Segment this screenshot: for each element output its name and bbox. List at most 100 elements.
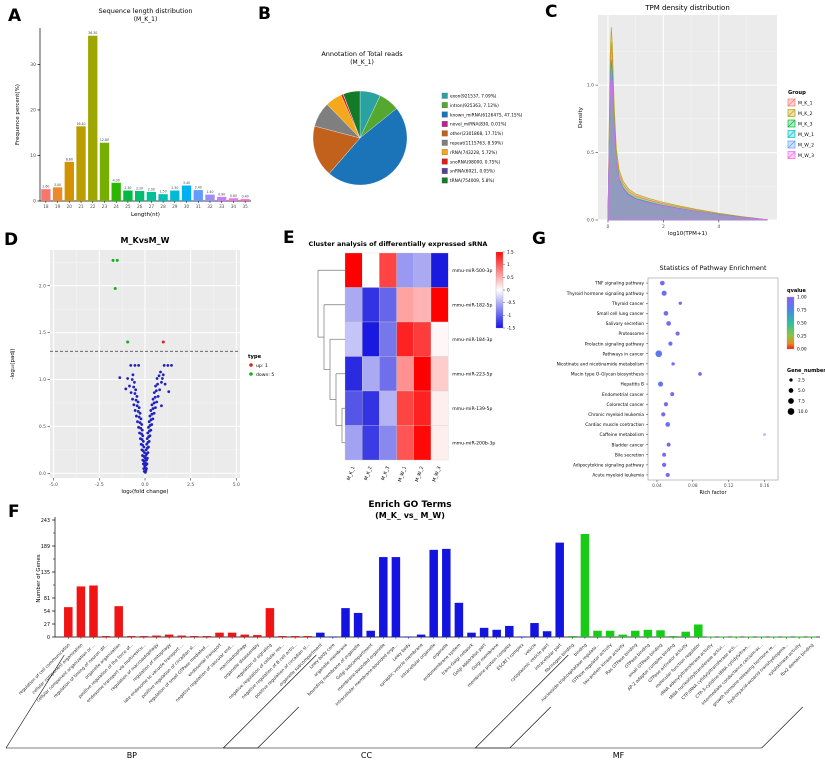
svg-text:10: 10 — [30, 153, 36, 159]
svg-text:Group: Group — [788, 90, 806, 96]
svg-text:32: 32 — [207, 204, 213, 209]
svg-text:0.12: 0.12 — [724, 483, 734, 489]
svg-text:repeat(1115763, 8.59%): repeat(1115763, 8.59%) — [450, 141, 503, 147]
svg-text:2.20: 2.20 — [136, 186, 143, 190]
svg-text:2.30: 2.30 — [171, 186, 178, 190]
svg-text:Thyroid cancer: Thyroid cancer — [611, 301, 644, 307]
svg-text:Bladder cancer: Bladder cancer — [612, 442, 645, 448]
svg-text:Gene_number: Gene_number — [787, 368, 825, 374]
svg-text:Mucin type O-Glycan biosynthes: Mucin type O-Glycan biosynthesis — [571, 372, 645, 378]
panel-label-e: E — [283, 228, 295, 248]
svg-text:0.5: 0.5 — [587, 150, 594, 156]
svg-text:Colorectal cancer: Colorectal cancer — [607, 402, 645, 408]
svg-text:1.40: 1.40 — [206, 190, 213, 194]
svg-text:0.08: 0.08 — [688, 483, 698, 489]
svg-text:Frequence percent(%): Frequence percent(%) — [15, 84, 21, 145]
svg-text:snRNA(6921, 0.05%): snRNA(6921, 0.05%) — [450, 169, 495, 175]
svg-text:81: 81 — [44, 596, 50, 602]
svg-text:30: 30 — [30, 62, 36, 68]
svg-text:novel_miRNA(830, 0.01%): novel_miRNA(830, 0.01%) — [450, 122, 507, 128]
svg-text:27: 27 — [44, 622, 50, 628]
svg-text:0.50: 0.50 — [797, 321, 807, 327]
svg-text:0.5: 0.5 — [507, 275, 514, 280]
svg-text:M_W_2: M_W_2 — [414, 466, 425, 483]
srna-cluster-heatmap: Cluster analysis of differentially expre… — [309, 240, 516, 483]
svg-text:CC: CC — [361, 751, 373, 760]
svg-text:Rich factor: Rich factor — [699, 490, 727, 496]
svg-text:18: 18 — [43, 204, 49, 209]
svg-text:Enrich GO Terms: Enrich GO Terms — [368, 500, 451, 510]
svg-text:3.00: 3.00 — [54, 183, 61, 187]
svg-text:Bile secretion: Bile secretion — [615, 452, 644, 458]
svg-text:23: 23 — [102, 204, 108, 209]
svg-text:31: 31 — [196, 204, 202, 209]
svg-text:1.0: 1.0 — [587, 83, 594, 89]
svg-text:1.5: 1.5 — [507, 250, 514, 255]
svg-text:mmu-miR-200b-3p: mmu-miR-200b-3p — [452, 440, 495, 446]
svg-text:(M_K_1): (M_K_1) — [134, 16, 158, 23]
svg-text:M_W_2: M_W_2 — [798, 143, 814, 149]
svg-text:Number of Genes: Number of Genes — [36, 554, 42, 602]
svg-text:0.04: 0.04 — [652, 483, 662, 489]
svg-text:Chronic myeloid leukemia: Chronic myeloid leukemia — [588, 412, 644, 418]
svg-text:0.0: 0.0 — [141, 482, 148, 488]
svg-text:27: 27 — [149, 204, 155, 209]
svg-text:M_W_1: M_W_1 — [397, 466, 408, 483]
svg-text:Endometrial cancer: Endometrial cancer — [602, 392, 644, 398]
svg-text:0.0: 0.0 — [39, 471, 46, 477]
svg-text:M_K_1: M_K_1 — [798, 101, 813, 107]
svg-text:M_KvsM_W: M_KvsM_W — [121, 236, 170, 245]
svg-text:type: type — [248, 354, 262, 360]
svg-text:mmu-miR-182-5p: mmu-miR-182-5p — [452, 302, 492, 308]
svg-text:3.40: 3.40 — [183, 181, 190, 185]
svg-text:1.0: 1.0 — [39, 377, 46, 383]
svg-text:Nicotinate and nicotinamide me: Nicotinate and nicotinamide metabolism — [557, 361, 644, 367]
svg-text:7.5: 7.5 — [798, 399, 805, 405]
sequence-length-distribution-chart: Sequence length distribution(M_K_1) 0 10 20… — [15, 7, 251, 218]
svg-text:0.00: 0.00 — [797, 347, 807, 353]
svg-text:M_W_3: M_W_3 — [431, 466, 442, 483]
svg-text:intron(925363, 7.12%): intron(925363, 7.12%) — [450, 103, 499, 109]
pathway-enrichment-dotplot: Statistics of Pathway Enrichment TNF sign… — [557, 264, 825, 496]
svg-text:Cluster analysis of differenti: Cluster analysis of differentially expre… — [309, 240, 488, 248]
svg-text:log₂(fold change): log₂(fold change) — [121, 489, 168, 495]
svg-text:0.16: 0.16 — [760, 483, 770, 489]
svg-text:16.40: 16.40 — [76, 122, 85, 126]
svg-text:20: 20 — [67, 204, 73, 209]
svg-text:2.60: 2.60 — [42, 185, 49, 189]
svg-text:tRNA(754009, 5.8%): tRNA(754009, 5.8%) — [450, 178, 495, 184]
svg-text:-5.0: -5.0 — [49, 482, 58, 488]
svg-text:28: 28 — [160, 204, 166, 209]
svg-text:-1.5: -1.5 — [507, 326, 516, 331]
svg-text:Pathways in cancer: Pathways in cancer — [602, 351, 644, 357]
svg-text:2.5: 2.5 — [798, 378, 805, 384]
svg-text:log10(TPM+1): log10(TPM+1) — [668, 231, 707, 237]
svg-text:0.5: 0.5 — [39, 424, 46, 430]
svg-text:54: 54 — [44, 609, 50, 615]
panel-label-d: D — [4, 230, 19, 250]
svg-text:M_K_2: M_K_2 — [798, 111, 813, 117]
svg-text:0.0: 0.0 — [587, 218, 594, 224]
svg-text:Statistics of Pathway Enrichme: Statistics of Pathway Enrichment — [660, 264, 767, 272]
svg-text:135: 135 — [41, 570, 50, 576]
svg-text:M_K_3: M_K_3 — [798, 122, 813, 128]
svg-text:30: 30 — [184, 204, 190, 209]
svg-text:2.40: 2.40 — [195, 186, 202, 190]
svg-text:2.0: 2.0 — [39, 283, 46, 289]
svg-text:-2.5: -2.5 — [95, 482, 104, 488]
svg-text:Small cell lung cancer: Small cell lung cancer — [597, 311, 645, 317]
svg-text:Density: Density — [578, 106, 584, 128]
svg-text:(M_K_ vs_ M_W): (M_K_ vs_ M_W) — [375, 511, 445, 520]
svg-text:0: 0 — [607, 224, 610, 230]
svg-text:TNF signaling pathway: TNF signaling pathway — [594, 281, 644, 287]
svg-text:35: 35 — [242, 204, 248, 209]
svg-text:10.0: 10.0 — [798, 409, 808, 415]
svg-text:M_K_1: M_K_1 — [346, 466, 357, 482]
svg-text:189: 189 — [41, 544, 50, 550]
svg-text:Sequence length distribution: Sequence length distribution — [99, 7, 193, 15]
svg-text:24: 24 — [114, 204, 120, 209]
svg-text:21: 21 — [78, 204, 84, 209]
svg-text:BP: BP — [127, 751, 137, 760]
panel-label-b: B — [258, 4, 271, 24]
